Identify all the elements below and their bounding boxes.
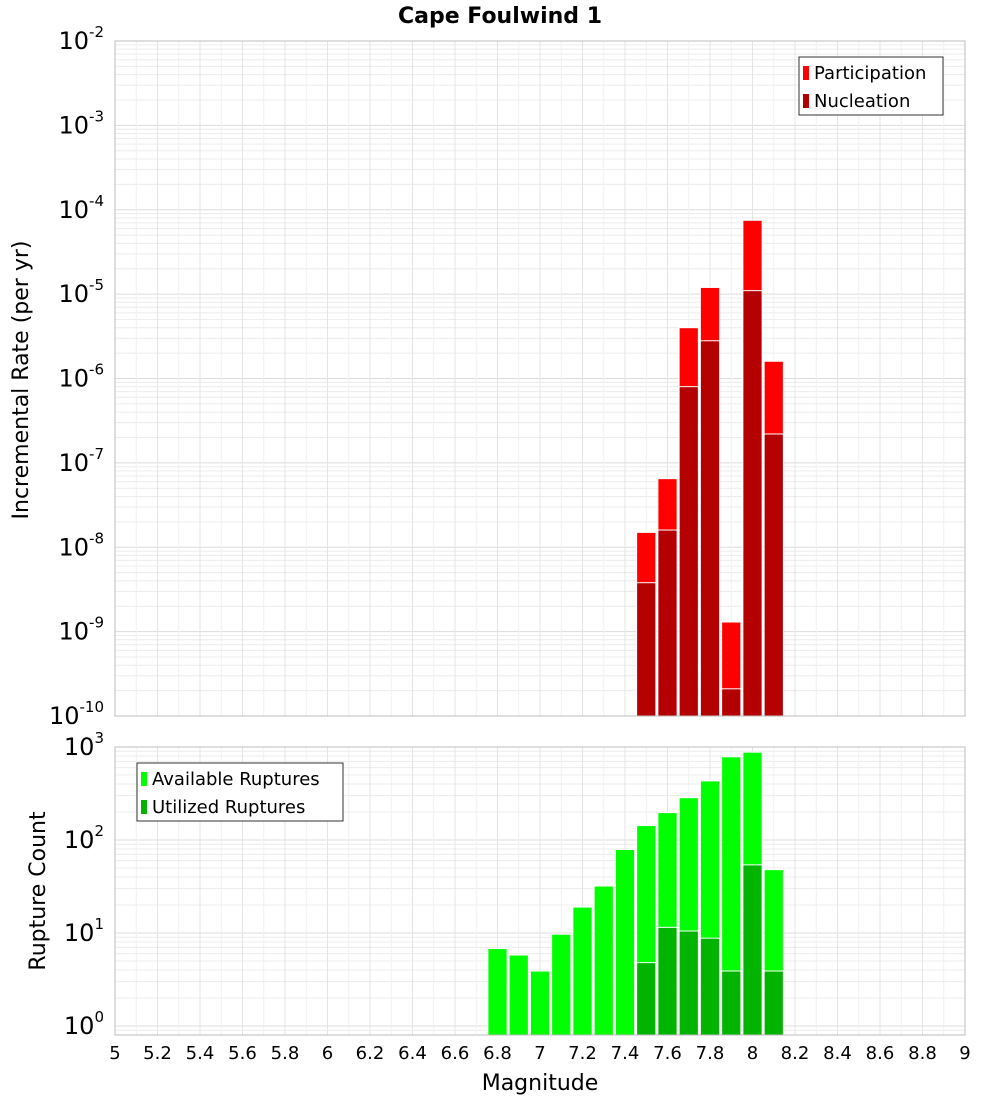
x-tick-label: 8 — [747, 1043, 758, 1064]
rupture-count-panel: 100 101 102 103 Available Ruptures Utilized R… — [64, 729, 971, 1064]
x-tick-label: 5 — [109, 1043, 120, 1064]
x-tick-label: 6.4 — [398, 1043, 427, 1064]
bar-overlay-utilized-ruptures — [763, 970, 784, 1036]
y-tick-label: 10-5 — [58, 276, 104, 308]
bar-overlay-nucleation — [636, 582, 657, 717]
legend-box — [136, 762, 344, 822]
legend-label: Participation — [814, 63, 926, 84]
legend-label: Nucleation — [814, 91, 910, 112]
legend-swatch — [141, 772, 147, 786]
y-axis-label-rate: Incremental Rate (per yr) — [9, 241, 34, 520]
plot-frame — [114, 746, 966, 1036]
bar-overlay-nucleation — [657, 529, 678, 717]
legend-box — [798, 56, 944, 116]
x-tick-label: 8.4 — [823, 1043, 852, 1064]
x-tick-label: 6 — [322, 1043, 333, 1064]
x-tick-label: 7 — [534, 1043, 545, 1064]
bar-overlay-nucleation — [763, 433, 784, 717]
y-tick-label: 101 — [64, 915, 104, 947]
bar-available-ruptures — [593, 885, 614, 1036]
bar-overlay-utilized-ruptures — [742, 864, 763, 1036]
x-tick-label: 7.4 — [611, 1043, 640, 1064]
bar-overlay-utilized-ruptures — [657, 926, 678, 1036]
y-tick-label: 10-7 — [58, 445, 104, 477]
y-tick-label: 102 — [64, 822, 104, 854]
bar-available-ruptures — [572, 906, 593, 1036]
x-tick-label: 6.8 — [483, 1043, 512, 1064]
x-tick-label: 7.2 — [568, 1043, 597, 1064]
x-tick-label: 9 — [959, 1043, 970, 1064]
x-tick-label: 5.6 — [228, 1043, 257, 1064]
y-tick-label: 10-6 — [58, 361, 104, 393]
legend-label: Utilized Ruptures — [152, 797, 305, 818]
bar-overlay-nucleation — [721, 688, 742, 717]
x-tick-label: 6.2 — [356, 1043, 385, 1064]
bar-overlay-nucleation — [699, 340, 721, 717]
bar-available-ruptures — [487, 948, 508, 1036]
x-tick-label: 5.8 — [271, 1043, 300, 1064]
x-tick-label: 6.6 — [441, 1043, 470, 1064]
x-tick-label: 8.6 — [866, 1043, 895, 1064]
y-tick-label: 10-2 — [58, 23, 104, 55]
x-tick-label: 8.8 — [908, 1043, 937, 1064]
bar-overlay-utilized-ruptures — [699, 937, 721, 1036]
plot-frame — [114, 40, 966, 717]
x-tick-label: 5.2 — [143, 1043, 172, 1064]
chart-title: Cape Foulwind 1 — [398, 4, 602, 29]
legend-swatch — [803, 94, 809, 108]
bar-available-ruptures — [508, 954, 529, 1036]
x-tick-label: 7.6 — [653, 1043, 682, 1064]
bar-available-ruptures — [551, 933, 572, 1036]
y-tick-label: 10-8 — [58, 529, 104, 561]
x-axis-label: Magnitude — [482, 1071, 599, 1096]
participation-rate-panel: 10-10 10-9 10-8 10-7 10-6 10-5 10-4 10-3 10-2 Par… — [49, 23, 966, 730]
bar-overlay-nucleation — [742, 290, 763, 717]
y-tick-label: 10-9 — [58, 614, 104, 646]
y-tick-label: 10-10 — [49, 698, 104, 730]
bar-overlay-utilized-ruptures — [721, 970, 742, 1036]
bar-overlay-utilized-ruptures — [678, 930, 699, 1036]
legend-swatch — [803, 66, 809, 80]
y-tick-label: 103 — [64, 729, 104, 761]
legend-swatch — [141, 800, 147, 814]
bar-overlay-utilized-ruptures — [636, 962, 657, 1036]
legend-label: Available Ruptures — [152, 769, 320, 790]
x-tick-label: 5.4 — [186, 1043, 215, 1064]
bar-available-ruptures — [614, 849, 636, 1036]
x-tick-label: 7.8 — [696, 1043, 725, 1064]
bar-overlay-nucleation — [678, 386, 699, 717]
y-tick-label: 100 — [64, 1008, 104, 1040]
y-axis-label-count: Rupture Count — [26, 811, 51, 971]
y-tick-label: 10-3 — [58, 107, 104, 139]
bar-available-ruptures — [529, 970, 551, 1036]
x-tick-label: 8.2 — [781, 1043, 810, 1064]
y-tick-label: 10-4 — [58, 192, 104, 224]
